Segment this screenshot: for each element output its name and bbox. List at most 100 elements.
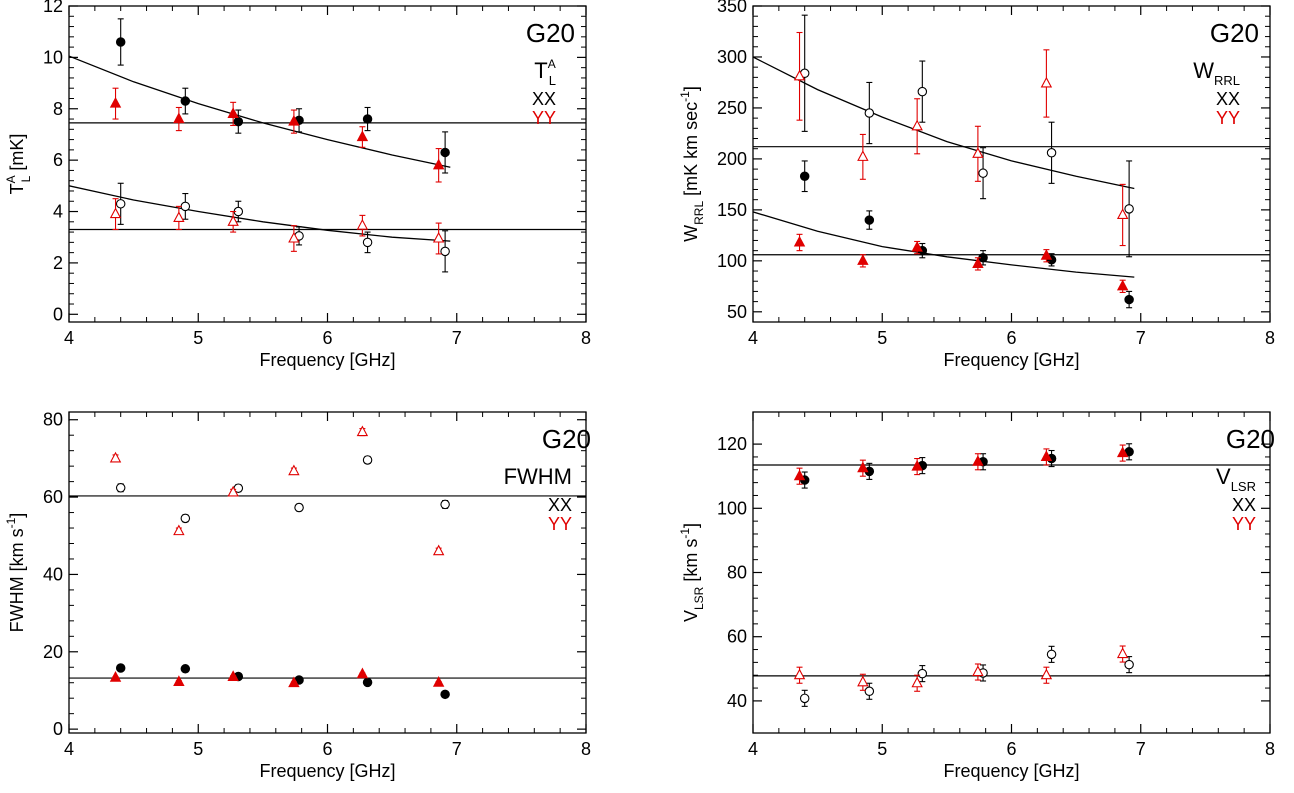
yy-open-point	[1116, 208, 1129, 220]
yy-open-point	[432, 544, 445, 556]
yy-open-point	[793, 69, 806, 81]
xx-open-point	[440, 499, 450, 510]
xx-filled-point	[440, 689, 450, 700]
y-tick-label: 100	[717, 251, 747, 271]
yy-open-point	[432, 231, 445, 243]
legend-quantity-sub: RRL	[1214, 73, 1240, 88]
yy-open-point	[857, 675, 869, 687]
y-axis-title-rest-sup: -1	[678, 91, 692, 102]
fit-curve	[69, 185, 451, 242]
y-tick-label: 12	[43, 0, 63, 16]
y-axis-title-sup: -1	[4, 517, 18, 528]
yy-open-point	[173, 211, 185, 223]
x-tick-label: 4	[748, 328, 758, 348]
xx-open-point	[864, 686, 875, 697]
xx-open-point	[1124, 204, 1134, 214]
legend-quantity: WRRL	[1193, 58, 1240, 88]
x-tick-label: 8	[581, 328, 591, 348]
x-axis-title: Frequency [GHz]	[943, 350, 1079, 370]
legend-xx: XX	[548, 495, 572, 515]
x-tick-label: 5	[877, 328, 887, 348]
xx-open-point	[362, 455, 373, 465]
yy-filled-point	[432, 676, 445, 687]
x-tick-label: 4	[64, 328, 74, 348]
yy-open-point	[288, 231, 300, 243]
yy-open-point	[857, 150, 869, 161]
y-axis-title-tail: ]	[681, 523, 701, 528]
yy-filled-point	[793, 235, 806, 247]
y-tick-label: 4	[53, 202, 63, 222]
xx-open-point	[294, 502, 304, 513]
yy-filled-point	[432, 158, 445, 170]
y-axis-title-sub: RRL	[692, 201, 706, 225]
y-axis-title-main: FWHM [km s	[7, 528, 27, 632]
x-tick-label: 4	[748, 739, 758, 759]
legend-quantity-main: T	[534, 58, 547, 83]
y-tick-label: 150	[717, 200, 747, 220]
xx-filled-point	[864, 215, 875, 225]
xx-filled-point	[180, 96, 191, 106]
yy-open-point	[173, 524, 185, 536]
y-tick-label: 8	[53, 99, 63, 119]
y-tick-label: 40	[43, 564, 63, 584]
y-tick-label: 6	[53, 150, 63, 170]
legend-yy: YY	[1232, 514, 1256, 534]
y-tick-label: 2	[53, 253, 63, 273]
fit-curve	[753, 56, 1135, 190]
legend-yy: YY	[532, 108, 556, 128]
y-tick-label: 300	[717, 47, 747, 67]
panel-title: G20	[526, 18, 575, 48]
yy-filled-point	[1040, 450, 1053, 461]
yy-filled-point	[972, 257, 984, 268]
x-tick-label: 6	[1006, 739, 1016, 759]
y-axis-title-main: V	[681, 610, 701, 622]
plot-area	[69, 425, 586, 700]
yy-open-point	[911, 119, 923, 131]
legend-xx: XX	[1232, 495, 1256, 515]
yy-filled-point	[793, 469, 806, 481]
yy-filled-point	[911, 240, 923, 252]
y-tick-label: 60	[727, 627, 747, 647]
y-tick-label: 350	[717, 0, 747, 16]
yy-filled-point	[173, 675, 185, 686]
xx-open-point	[978, 168, 988, 178]
yy-filled-point	[972, 455, 984, 466]
xx-filled-point	[115, 37, 126, 47]
panel-title: G20	[1226, 424, 1275, 454]
xx-filled-point	[115, 663, 126, 673]
yy-filled-point	[1040, 249, 1053, 260]
x-axis-title: Frequency [GHz]	[259, 350, 395, 370]
legend-yy: YY	[1216, 108, 1240, 128]
y-tick-label: 20	[43, 642, 63, 662]
yy-filled-point	[857, 254, 869, 265]
y-axis-title: FWHM [km s-1]	[4, 513, 27, 633]
yy-filled-point	[1116, 279, 1129, 291]
legend-quantity-main: FWHM	[504, 464, 572, 489]
xx-open-point	[864, 108, 875, 118]
xx-open-point	[115, 199, 126, 209]
y-tick-label: 10	[43, 47, 63, 67]
x-tick-label: 5	[193, 739, 203, 759]
legend-xx: XX	[1216, 89, 1240, 109]
plot-frame	[752, 411, 1271, 734]
y-axis-title: WRRL [mK km sec-1]	[678, 86, 706, 242]
y-axis-title-main: T	[7, 183, 27, 194]
y-tick-label: 250	[717, 98, 747, 118]
x-axis-title: Frequency [GHz]	[943, 761, 1079, 781]
xx-open-point	[917, 86, 928, 97]
x-tick-label: 7	[1136, 328, 1146, 348]
yy-open-point	[227, 485, 239, 497]
y-axis-title-rest: [mK km sec	[681, 102, 701, 201]
plot-frame	[68, 5, 587, 323]
yy-filled-point	[356, 130, 369, 142]
y-tick-label: 0	[53, 304, 63, 324]
yy-open-point	[109, 207, 122, 219]
yy-filled-point	[173, 112, 185, 124]
xx-open-point	[362, 237, 373, 248]
yy-filled-point	[288, 114, 300, 126]
legend-quantity-sub: LSR	[1231, 479, 1256, 494]
plot-frame	[752, 5, 1271, 323]
xx-open-point	[115, 483, 126, 493]
